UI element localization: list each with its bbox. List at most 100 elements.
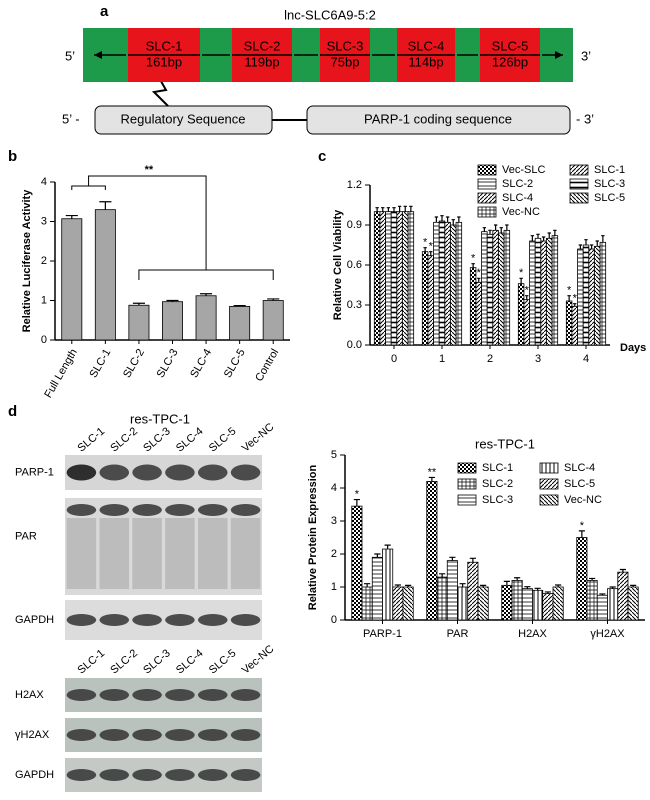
- error-bar: [584, 239, 588, 245]
- error-bar: [440, 215, 444, 221]
- annotation: **: [428, 466, 437, 478]
- legend-swatch: [477, 178, 497, 190]
- band: [99, 504, 130, 516]
- band: [165, 729, 195, 741]
- band: [197, 464, 228, 481]
- error-bar: [364, 583, 371, 587]
- error-bar: [567, 295, 571, 301]
- bar: [469, 267, 477, 346]
- band: [165, 504, 195, 516]
- y-tick-label: 0.6: [347, 259, 362, 271]
- band: [66, 729, 97, 741]
- bar: [523, 299, 530, 346]
- bar: [481, 231, 488, 346]
- bar: [94, 209, 116, 341]
- band: [230, 464, 261, 481]
- blot: [65, 498, 262, 595]
- arrow-head: [94, 51, 102, 59]
- band: [66, 504, 97, 516]
- x-tick-label: PARP-1: [363, 628, 402, 640]
- bar: [521, 588, 533, 621]
- x-tick-label: SLC-3: [155, 347, 181, 380]
- y-tick-label: 2: [41, 255, 47, 267]
- error-bar: [477, 277, 481, 283]
- bar: [195, 295, 217, 341]
- legend-swatch: [539, 478, 559, 490]
- error-bar: [589, 577, 596, 581]
- y-tick-label: 4: [41, 176, 47, 188]
- legend-swatch: [539, 494, 559, 506]
- bar: [396, 211, 403, 346]
- error-bar: [482, 227, 487, 232]
- error-bar: [381, 207, 385, 212]
- bar: [534, 237, 542, 346]
- x-tick-label: 2: [487, 353, 493, 365]
- error-bar: [353, 498, 360, 507]
- error-bar: [573, 303, 577, 307]
- band: [132, 614, 162, 626]
- blot: [65, 678, 262, 712]
- segment-length: 161bp: [146, 54, 182, 69]
- legend-label: Vec-SLC: [502, 164, 545, 176]
- bar: [542, 593, 554, 621]
- legend-label: SLC-3: [482, 494, 513, 506]
- bar: [492, 229, 499, 346]
- bar: [577, 248, 584, 346]
- band: [165, 614, 195, 626]
- x-tick-label: SLC-5: [222, 347, 248, 380]
- error-bar: [619, 568, 626, 573]
- bar: [511, 580, 523, 621]
- y-axis-label: Relative Luciferase Activity: [21, 189, 33, 333]
- blot-row-label: H2AX: [15, 689, 44, 701]
- annotation: *: [423, 237, 428, 249]
- error-bar: [409, 205, 413, 212]
- panel-label: d: [8, 403, 17, 420]
- legend-label: SLC-2: [482, 478, 513, 490]
- segment-length: 119bp: [244, 54, 279, 69]
- error-bar: [423, 247, 427, 252]
- blot-row-label: GAPDH: [15, 614, 54, 626]
- bar: [455, 221, 463, 346]
- error-bar: [459, 583, 466, 587]
- y-tick-label: 3: [331, 515, 337, 527]
- error-bar: [405, 584, 412, 587]
- error-bar: [544, 591, 551, 594]
- smear: [165, 518, 195, 589]
- y-tick-label: 0.9: [347, 219, 362, 231]
- blot: [65, 455, 262, 490]
- lane-label: Vec-NC: [240, 643, 277, 677]
- error-bar: [595, 240, 599, 247]
- bar: [477, 586, 489, 621]
- error-bar: [384, 544, 391, 550]
- legend-label: SLC-4: [502, 192, 533, 204]
- bar: [576, 537, 588, 621]
- legend-swatch: [569, 164, 589, 176]
- bar: [402, 586, 414, 621]
- segment-length: 126bp: [492, 54, 528, 69]
- bar: [421, 251, 429, 346]
- x-tick-label: 4: [583, 353, 589, 365]
- legend-label: SLC-1: [482, 462, 513, 474]
- band: [66, 769, 97, 781]
- error-bar: [505, 224, 509, 231]
- lane-label: SLC-1: [75, 425, 107, 454]
- band: [99, 464, 130, 481]
- bar: [517, 283, 525, 346]
- panel-label: a: [100, 3, 109, 20]
- error-bar: [601, 235, 605, 243]
- legend-swatch: [569, 178, 589, 190]
- error-bar: [536, 233, 540, 239]
- error-bar: [599, 593, 606, 596]
- error-bar: [428, 476, 435, 482]
- blot: [65, 600, 262, 640]
- band: [230, 614, 261, 626]
- y-tick-label: 5: [331, 449, 337, 461]
- three-prime: 3’: [581, 48, 591, 63]
- error-bar: [397, 205, 402, 212]
- error-bar: [429, 251, 433, 256]
- error-bar: [451, 219, 455, 225]
- bracket: [71, 175, 274, 280]
- bar: [128, 304, 150, 341]
- bar: [627, 586, 639, 621]
- regulatory-label: Regulatory Sequence: [120, 111, 245, 126]
